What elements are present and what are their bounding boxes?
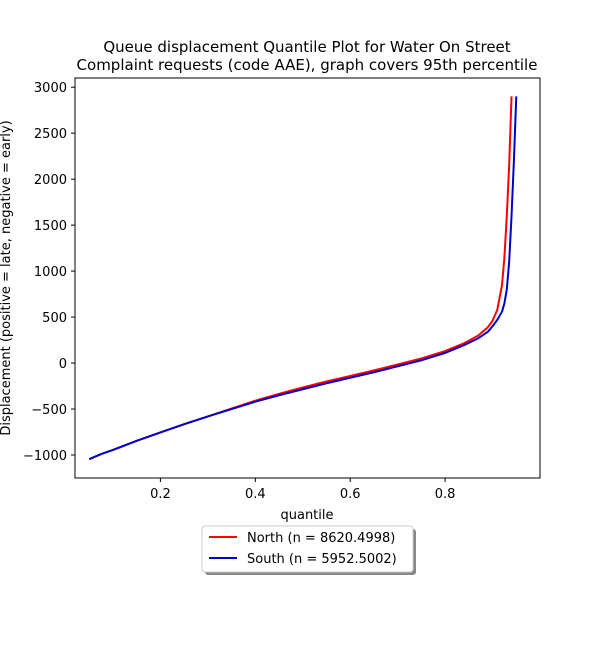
- y-tick-label: 1000: [34, 265, 67, 280]
- plot-area: 0.2 0.4 0.6 0.8 −1000 −500 0 500 1000 1500 2000 25…: [23, 77, 541, 502]
- y-tick-label: 0: [59, 357, 67, 372]
- x-axis-ticks: 0.2 0.4 0.6 0.8: [150, 478, 455, 502]
- y-tick-label: 1500: [34, 219, 67, 234]
- legend-box: [201, 525, 414, 573]
- y-tick-label: −1000: [23, 449, 67, 464]
- x-tick-label: 0.2: [150, 487, 171, 502]
- chart-title-line1: Queue displacement Quantile Plot for Wat…: [103, 38, 510, 56]
- series-line-north: [88, 96, 513, 461]
- y-tick-label: 500: [42, 311, 67, 326]
- y-axis-ticks: −1000 −500 0 500 1000 1500 2000 2500 3000: [23, 81, 75, 464]
- axes-frame: [74, 77, 541, 479]
- series-line-south: [88, 96, 518, 461]
- chart-title-line2: Complaint requests (code AAE), graph cov…: [77, 56, 538, 74]
- x-tick-label: 0.6: [340, 487, 361, 502]
- legend-label-north: North (n = 8620.4998): [247, 531, 395, 546]
- y-tick-label: 3000: [34, 81, 67, 96]
- x-axis-label: quantile: [280, 508, 333, 523]
- x-tick-label: 0.8: [435, 487, 456, 502]
- y-tick-label: 2000: [34, 173, 67, 188]
- y-axis-label: Displacement (positive = late, negative …: [0, 120, 14, 435]
- x-tick-label: 0.4: [245, 487, 266, 502]
- legend-label-south: South (n = 5952.5002): [247, 552, 397, 567]
- legend: North (n = 8620.4998) South (n = 5952.50…: [201, 525, 416, 575]
- y-tick-label: −500: [31, 403, 67, 418]
- y-tick-label: 2500: [34, 127, 67, 142]
- series-layer: [88, 96, 518, 461]
